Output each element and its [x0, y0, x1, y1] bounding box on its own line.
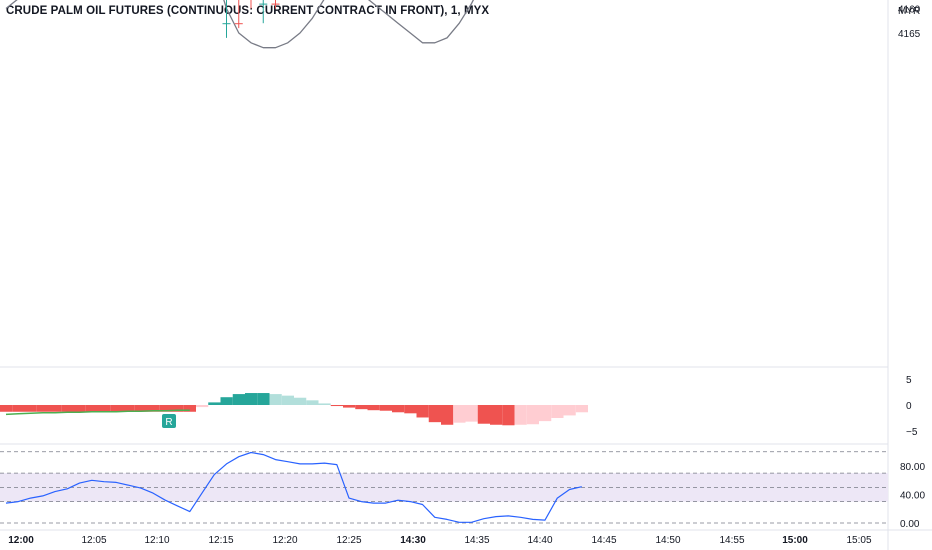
time-tick-label: 12:15	[208, 535, 233, 546]
time-tick-label: 14:40	[527, 535, 552, 546]
histogram-bar	[428, 405, 441, 423]
histogram-bar	[159, 405, 172, 412]
candle-body	[234, 23, 243, 25]
time-tick-label: 12:00	[8, 535, 34, 546]
histogram-bar	[453, 405, 466, 423]
time-tick-label: 14:55	[719, 535, 744, 546]
oscillator-tick-label: 40.00	[900, 491, 925, 502]
histogram-bar	[392, 405, 405, 413]
histogram-tick-label: 5	[906, 375, 912, 386]
signal-badge	[162, 414, 176, 428]
time-tick-label: 12:10	[144, 535, 169, 546]
time-tick-label: 12:25	[336, 535, 361, 546]
histogram-bar	[502, 405, 515, 426]
histogram-bar	[220, 397, 233, 405]
oscillator-tick-label: 80.00	[900, 462, 925, 473]
histogram-bar	[306, 400, 319, 405]
histogram-bar	[490, 405, 503, 425]
histogram-bar	[171, 405, 184, 412]
histogram-bar	[551, 405, 564, 418]
histogram-bar	[563, 405, 576, 416]
histogram-bar	[416, 405, 429, 418]
time-tick-label: 14:35	[464, 535, 489, 546]
time-tick-label: 14:45	[591, 535, 616, 546]
histogram-bar	[85, 405, 98, 412]
oscillator-line	[5, 451, 582, 523]
histogram-bar	[24, 405, 37, 412]
time-tick-label: 15:00	[782, 535, 808, 546]
band-upper-line	[5, 0, 475, 49]
price-tick-label: 4160	[898, 5, 921, 16]
histogram-bar	[404, 405, 417, 414]
histogram-bar	[73, 405, 86, 412]
histogram-bar	[465, 405, 478, 422]
signal-badge-label: R	[165, 417, 172, 428]
histogram-bar	[379, 405, 392, 411]
chart-title: CRUDE PALM OIL FUTURES (CONTINUOUS: CURR…	[6, 5, 490, 17]
histogram-bar	[367, 405, 380, 411]
histogram-bar	[514, 405, 527, 425]
histogram-bar	[134, 405, 147, 412]
histogram-bar	[147, 405, 160, 412]
histogram-bar	[355, 405, 368, 410]
histogram-bar	[575, 405, 588, 413]
histogram-bar	[294, 397, 307, 405]
oscillator-tick-label: 0.00	[900, 519, 920, 530]
histogram-bar	[526, 405, 539, 425]
histogram-bar	[477, 405, 490, 424]
histogram-bar	[36, 405, 49, 412]
histogram-bar	[269, 394, 282, 405]
histogram-bar	[245, 393, 258, 405]
time-tick-label: 15:05	[846, 535, 871, 546]
histogram-signal-line	[5, 409, 190, 416]
histogram-bar	[539, 405, 552, 422]
time-tick-label: 12:20	[272, 535, 297, 546]
histogram-tick-label: 0	[906, 401, 912, 412]
histogram-bar	[196, 405, 209, 408]
histogram-bar	[441, 405, 454, 425]
histogram-bar	[318, 403, 331, 405]
histogram-bar	[0, 405, 13, 412]
histogram-bar	[281, 395, 294, 405]
histogram-bar	[183, 405, 196, 412]
histogram-bar	[98, 405, 111, 412]
time-tick-label: 14:50	[655, 535, 680, 546]
histogram-bar	[208, 402, 221, 405]
histogram-bar	[330, 405, 343, 407]
histogram-bar	[61, 405, 74, 412]
currency-label: MYR	[898, 6, 920, 17]
time-tick-label: 14:30	[400, 535, 426, 546]
price-tick-label: 4165	[898, 29, 921, 40]
candle-body	[259, 3, 268, 5]
histogram-bar	[343, 405, 356, 408]
histogram-bar	[49, 405, 62, 412]
histogram-bar	[257, 393, 270, 405]
candle-body	[271, 3, 280, 5]
histogram-bar	[232, 394, 245, 405]
histogram-tick-label: −5	[906, 427, 918, 438]
time-tick-label: 12:05	[81, 535, 106, 546]
candle-body	[222, 23, 231, 25]
histogram-bar	[110, 405, 123, 412]
histogram-bar	[122, 405, 135, 412]
histogram-bar	[12, 405, 25, 412]
